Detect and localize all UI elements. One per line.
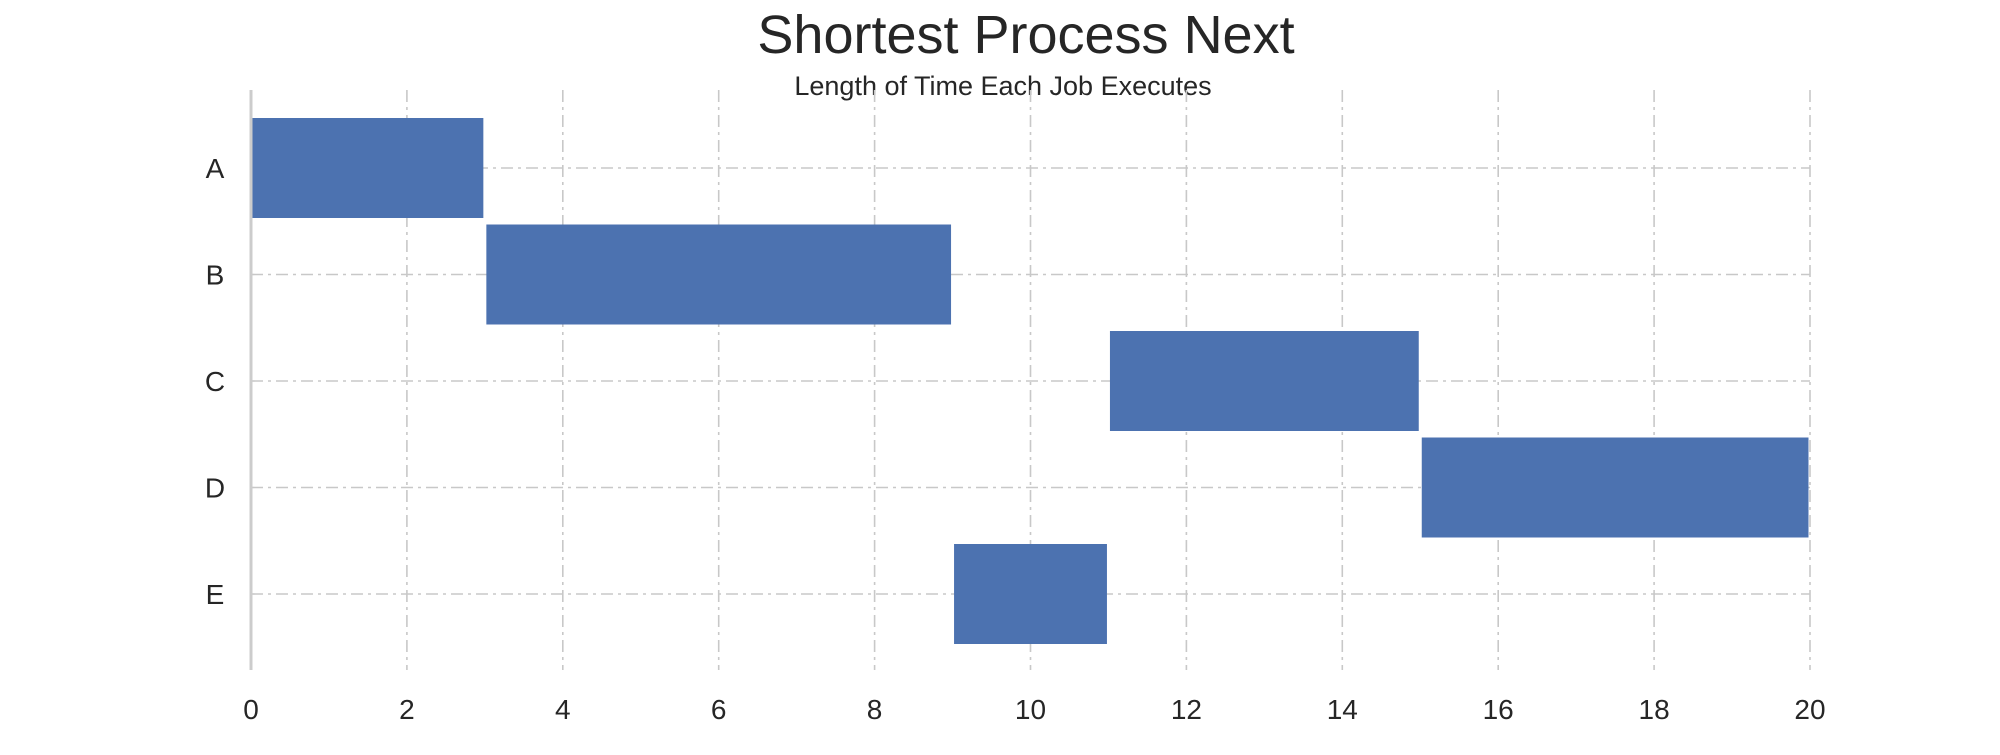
label-layer: 0 2 4 6 8 10 12 14 16 18 20 A B C D E — [205, 153, 1826, 725]
job-bar-e — [954, 544, 1107, 644]
x-tick-label: 16 — [1483, 694, 1514, 725]
y-tick-label: C — [205, 366, 225, 397]
bar-layer — [252, 118, 1809, 644]
x-tick-label: 14 — [1327, 694, 1358, 725]
y-tick-label: B — [206, 260, 225, 291]
chart-title: Shortest Process Next — [757, 5, 1294, 65]
job-bar-b — [486, 224, 952, 325]
x-tick-label: 8 — [867, 694, 883, 725]
y-tick-label: D — [205, 473, 225, 504]
x-tick-label: 20 — [1794, 694, 1825, 725]
x-tick-label: 4 — [555, 694, 571, 725]
x-tick-label: 10 — [1015, 694, 1046, 725]
x-tick-label: 2 — [399, 694, 415, 725]
x-tick-label: 12 — [1171, 694, 1202, 725]
x-tick-label: 0 — [243, 694, 259, 725]
job-bar-a — [252, 118, 484, 218]
x-tick-label: 6 — [711, 694, 727, 725]
job-bar-c — [1109, 331, 1419, 431]
y-tick-label: A — [206, 153, 225, 184]
chart-subtitle: Length of Time Each Job Executes — [794, 71, 1211, 101]
job-bar-d — [1421, 437, 1809, 538]
y-tick-label: E — [206, 579, 225, 610]
x-tick-label: 18 — [1639, 694, 1670, 725]
